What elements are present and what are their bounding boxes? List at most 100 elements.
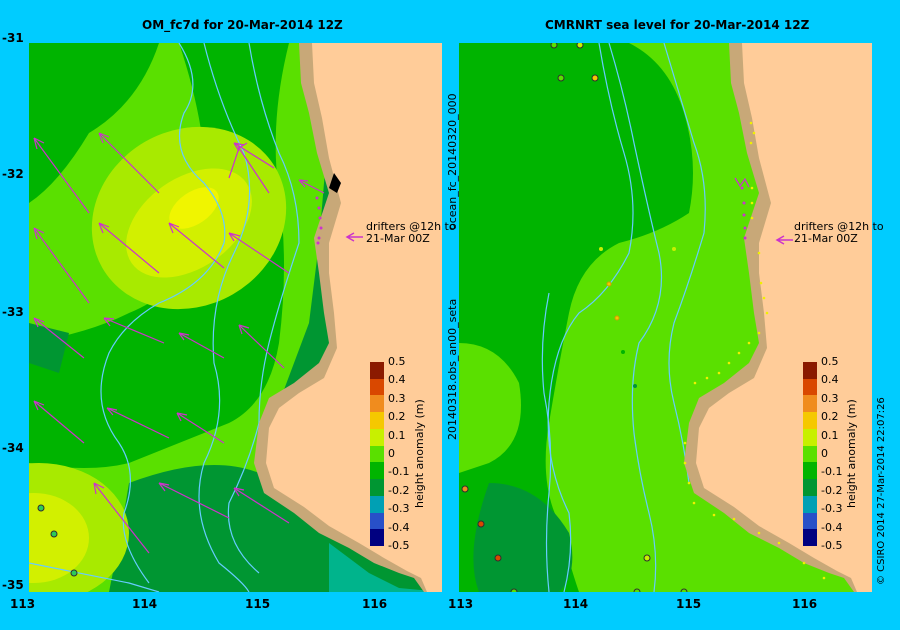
x-tick-left-115: 115 — [245, 597, 271, 611]
anomaly-contour-pos — [29, 493, 89, 583]
anomaly-contour-neg — [109, 465, 369, 592]
colorbar-level-label: -0.1 — [388, 465, 410, 479]
colorbar-segment — [370, 529, 384, 547]
drifter-label-line2: 21-Mar 00Z — [794, 232, 858, 245]
colorbar-segment — [370, 395, 384, 413]
colorbar-segment — [803, 479, 817, 497]
coastal-observations — [683, 121, 826, 580]
velocity-arrows — [33, 132, 325, 554]
drifter-track-line — [734, 177, 750, 188]
colorbar-level-label: 0 — [821, 447, 828, 460]
colorbar-level-label: -0.5 — [821, 539, 843, 552]
bathymetry-line — [29, 562, 160, 592]
colorbar-level-label: 0.2 — [388, 410, 406, 424]
observation-points — [461, 43, 688, 592]
drifter-label-right: drifters @12h to 21-Mar 00Z — [794, 221, 884, 245]
drifter-points — [37, 504, 78, 577]
anomaly-contour-pos — [459, 343, 521, 473]
colorbar-segment — [370, 479, 384, 497]
coast-detail — [329, 173, 341, 193]
y-tick-label: -32 — [2, 167, 24, 181]
bathymetry-line — [663, 43, 706, 484]
bathymetry-line — [541, 292, 552, 592]
drifter-pointer-arrow — [775, 235, 793, 245]
x-tick-left-116: 116 — [362, 597, 388, 611]
colorbar-level-label: 0.3 — [388, 391, 406, 405]
colorbar-segment — [803, 462, 817, 480]
colorbar-level-label: -0.2 — [388, 483, 410, 497]
colorbar-level-label: 0.1 — [821, 428, 839, 442]
x-tick-left-114: 114 — [132, 597, 158, 611]
drifter-label-line2: 21-Mar 00Z — [366, 232, 430, 245]
y-tick-label: -34 — [2, 441, 24, 455]
y-tick-label: -35 — [2, 578, 24, 592]
colorbar-segment — [803, 495, 817, 514]
colorbar-segment — [370, 362, 384, 380]
colorbar-segment — [370, 378, 384, 396]
anomaly-contour-neg — [509, 43, 633, 213]
colorbar-level-label: -0.3 — [388, 502, 410, 516]
colorbar-level-label: -0.2 — [821, 483, 843, 497]
drifter-label-line1: drifters @12h to — [794, 220, 884, 233]
x-tick-left-113: 113 — [10, 597, 36, 611]
left-panel-title: OM_fc7d for 20-Mar-2014 12Z — [142, 18, 343, 32]
bathymetry-line — [198, 43, 251, 592]
drifter-label-left: drifters @12h to 21-Mar 00Z — [366, 221, 456, 245]
right-colorbar-title: height anomaly (m) — [845, 399, 858, 508]
land-area — [696, 43, 872, 592]
colorbar-segment — [803, 512, 817, 530]
x-tick-right-116: 116 — [792, 597, 818, 611]
colorbar-segment — [803, 529, 817, 547]
drifter-label-line1: drifters @12h to — [366, 220, 456, 233]
bathymetry-line — [608, 43, 662, 592]
y-tick-label: -33 — [2, 305, 24, 319]
colorbar-level-label: 0.5 — [388, 355, 406, 368]
copyright-text: © CSIRO 2014 27-Mar-2014 22:07:26 — [876, 397, 887, 585]
bathymetry-line — [227, 43, 300, 574]
drifter-pointer-arrow — [345, 232, 363, 242]
bathymetry-line — [547, 43, 634, 592]
colorbar-segment — [370, 412, 384, 430]
colorbar-level-label: 0.2 — [821, 410, 839, 424]
colorbar-segment — [803, 445, 817, 463]
side-label-top: ocean_fc_20140320_000 — [446, 93, 459, 230]
anomaly-contour-neg — [29, 323, 69, 373]
colorbar-level-label: 0.5 — [821, 355, 839, 368]
colorbar-segment — [803, 395, 817, 413]
colorbar-segment — [803, 412, 817, 430]
colorbar-level-label: -0.3 — [821, 502, 843, 516]
left-map-panel[interactable] — [29, 43, 442, 592]
colorbar-level-label: 0.1 — [388, 428, 406, 442]
x-tick-right-114: 114 — [563, 597, 589, 611]
y-tick-label: -31 — [2, 31, 24, 45]
side-label-bottom: 20140318.obs_an00_seta — [446, 298, 459, 440]
colorbar-segment — [370, 495, 384, 514]
land-area — [266, 43, 442, 592]
x-tick-right-115: 115 — [676, 597, 702, 611]
x-tick-right-113: 113 — [448, 597, 474, 611]
anomaly-contour-pos — [169, 187, 219, 229]
anomaly-contour-neg — [329, 543, 442, 592]
colorbar-segment — [370, 445, 384, 463]
colorbar-level-label: -0.4 — [821, 520, 843, 534]
colorbar-segment — [370, 512, 384, 530]
colorbar-segment — [803, 428, 817, 447]
colorbar-segment — [370, 428, 384, 447]
colorbar-level-label: -0.4 — [388, 520, 410, 534]
drifter-tracks — [740, 186, 747, 240]
colorbar-level-label: 0.4 — [821, 373, 839, 387]
anomaly-contour-neg — [29, 43, 159, 203]
colorbar-segment — [803, 362, 817, 380]
colorbar-level-label: -0.5 — [388, 539, 410, 552]
colorbar-level-label: 0.4 — [388, 373, 406, 387]
colorbar-segment — [803, 378, 817, 396]
right-colorbar — [803, 362, 817, 547]
bathymetry-line — [100, 43, 226, 584]
right-panel-title: CMRNRT sea level for 20-Mar-2014 12Z — [545, 18, 810, 32]
colorbar-level-label: 0.3 — [821, 391, 839, 405]
colorbar-segment — [370, 462, 384, 480]
colorbar-level-label: -0.1 — [821, 465, 843, 479]
left-colorbar-title: height anomaly (m) — [413, 399, 426, 508]
observation-markers-small — [599, 247, 676, 388]
drifter-tracks — [315, 196, 323, 245]
